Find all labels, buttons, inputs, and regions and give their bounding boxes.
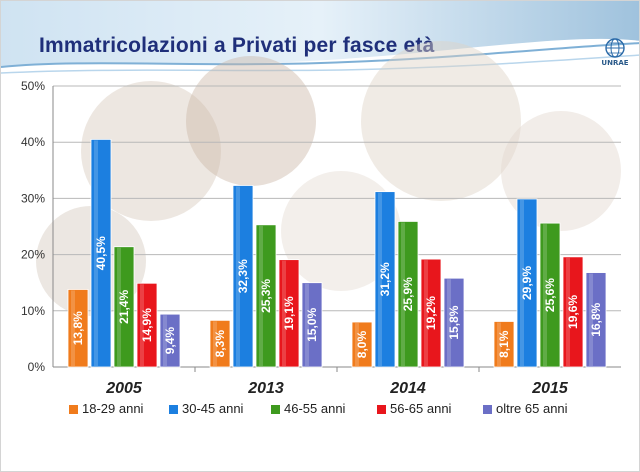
bar-highlight: [213, 321, 217, 366]
legend-label: 46-55 anni: [284, 401, 346, 416]
bar-highlight: [140, 284, 144, 366]
bar-data-label: 13,8%: [71, 311, 85, 345]
y-tick-label: 40%: [21, 135, 45, 149]
bar: [136, 282, 158, 368]
legend-swatch: [69, 405, 78, 414]
bar-highlight: [94, 140, 98, 366]
bar: [516, 198, 538, 368]
x-category-label: 2005: [105, 380, 143, 397]
bar-data-label: 8,0%: [355, 331, 369, 359]
logo-text: UNRAE: [601, 59, 629, 67]
legend-swatch: [271, 405, 280, 414]
photo-blob: [281, 171, 401, 291]
bar: [585, 272, 607, 368]
bar: [397, 221, 419, 368]
bar-highlight: [282, 260, 286, 366]
bar-highlight: [71, 290, 75, 366]
bar: [255, 224, 277, 368]
bar-highlight: [497, 322, 501, 366]
y-tick-label: 20%: [21, 248, 45, 262]
bar: [301, 282, 323, 368]
bar-data-label: 21,4%: [117, 290, 131, 324]
bar-data-label: 25,6%: [543, 278, 557, 312]
bar: [67, 289, 89, 368]
y-tick-label: 30%: [21, 191, 45, 205]
bar-data-label: 9,4%: [163, 327, 177, 355]
legend-item: 18-29 anni: [69, 401, 144, 416]
bar-highlight: [378, 192, 382, 366]
bar-data-label: 40,5%: [94, 236, 108, 270]
bar-highlight: [447, 279, 451, 366]
bar: [493, 321, 515, 368]
photo-blob: [361, 41, 521, 201]
legend-label: 56-65 anni: [390, 401, 452, 416]
bar-data-label: 31,2%: [378, 262, 392, 296]
bar-highlight: [520, 199, 524, 366]
bar: [374, 191, 396, 368]
bar-highlight: [259, 225, 263, 366]
bar-data-label: 19,6%: [566, 295, 580, 329]
y-tick-label: 10%: [21, 304, 45, 318]
bar-highlight: [305, 283, 309, 366]
bar: [443, 277, 465, 368]
bar: [539, 222, 561, 368]
x-category-label: 2015: [531, 380, 569, 397]
legend-item: 46-55 anni: [271, 401, 346, 416]
bar: [278, 259, 300, 368]
bar-highlight: [543, 224, 547, 366]
bar-data-label: 29,9%: [520, 266, 534, 300]
bar-highlight: [355, 323, 359, 366]
bar-highlight: [401, 222, 405, 366]
legend-swatch: [169, 405, 178, 414]
bar-data-label: 16,8%: [589, 302, 603, 336]
legend-label: oltre 65 anni: [496, 401, 568, 416]
bar: [209, 319, 231, 368]
legend-label: 30-45 anni: [182, 401, 244, 416]
bar: [351, 321, 373, 368]
bar-highlight: [163, 315, 167, 366]
bar-data-label: 19,2%: [424, 296, 438, 330]
background-photo: [36, 41, 621, 316]
bar-data-label: 32,3%: [236, 259, 250, 293]
bar-data-label: 14,9%: [140, 308, 154, 342]
bar-highlight: [566, 257, 570, 366]
title-band: [1, 1, 639, 74]
x-category-label: 2014: [389, 380, 426, 397]
globe-icon: [605, 38, 625, 58]
bar: [420, 258, 442, 368]
bar: [159, 313, 181, 368]
unrae-logo: UNRAE: [597, 37, 633, 71]
y-tick-label: 0%: [28, 360, 46, 374]
x-category-label: 2013: [247, 380, 284, 397]
bar-data-label: 8,3%: [213, 330, 227, 358]
bar-data-label: 25,3%: [259, 279, 273, 313]
slide-title: Immatricolazioni a Privati per fasce età: [39, 34, 435, 57]
legend-item: 56-65 anni: [377, 401, 452, 416]
y-tick-label: 50%: [21, 79, 45, 93]
bar-data-label: 15,0%: [305, 308, 319, 342]
bar-highlight: [117, 247, 121, 366]
legend-item: oltre 65 anni: [483, 401, 568, 416]
bar: [562, 256, 584, 368]
bar-data-label: 25,9%: [401, 277, 415, 311]
bar-highlight: [236, 186, 240, 366]
photo-blob: [186, 56, 316, 186]
legend-label: 18-29 anni: [82, 401, 144, 416]
legend-swatch: [483, 405, 492, 414]
bar-highlight: [589, 273, 593, 366]
bar: [113, 246, 135, 368]
photo-blob: [81, 81, 221, 221]
bar-data-label: 8,1%: [497, 330, 511, 358]
legend-swatch: [377, 405, 386, 414]
bar: [232, 185, 254, 368]
bar-data-label: 19,1%: [282, 296, 296, 330]
bar-highlight: [424, 260, 428, 366]
bar: [90, 138, 112, 368]
bar-data-label: 15,8%: [447, 305, 461, 339]
legend-item: 30-45 anni: [169, 401, 244, 416]
